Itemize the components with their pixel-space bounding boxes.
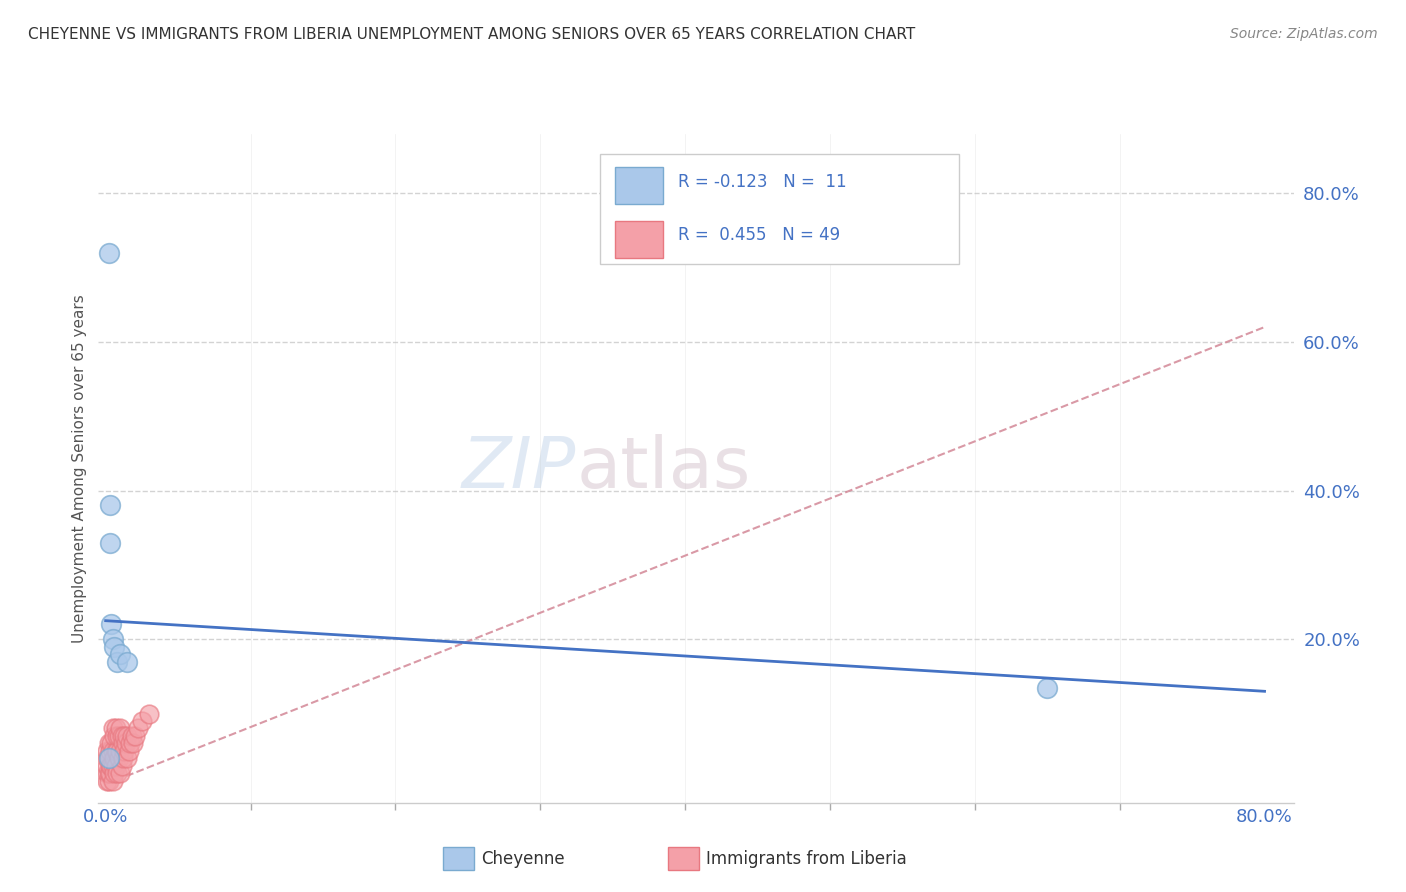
Point [97, 773, 120, 788]
Point [107, 729, 129, 743]
Point [96, 751, 118, 765]
Point [103, 640, 125, 654]
Text: atlas: atlas [576, 434, 751, 503]
Point [103, 729, 125, 743]
Point [96, 744, 118, 758]
Point [101, 758, 124, 772]
Point [114, 744, 136, 758]
Point [104, 722, 127, 736]
Point [101, 722, 124, 736]
Point [104, 758, 127, 772]
Text: Immigrants from Liberia: Immigrants from Liberia [706, 850, 907, 868]
Point [97, 751, 120, 765]
Point [100, 736, 122, 750]
Text: Cheyenne: Cheyenne [481, 850, 564, 868]
Point [107, 751, 129, 765]
Point [97, 766, 120, 780]
Point [121, 729, 143, 743]
Y-axis label: Unemployment Among Seniors over 65 years: Unemployment Among Seniors over 65 years [72, 294, 87, 642]
Point [108, 647, 131, 661]
Point [105, 655, 128, 669]
Point [108, 744, 131, 758]
Point [127, 722, 149, 736]
Point [110, 758, 132, 772]
Point [120, 736, 142, 750]
Point [103, 751, 125, 765]
Point [112, 751, 135, 765]
Text: Source: ZipAtlas.com: Source: ZipAtlas.com [1230, 27, 1378, 41]
Point [98, 758, 121, 772]
Point [131, 714, 153, 728]
Point [96, 766, 118, 780]
Point [108, 722, 131, 736]
Point [105, 729, 128, 743]
Point [117, 655, 139, 669]
Bar [614, 220, 662, 258]
Point [100, 617, 122, 632]
Point [101, 773, 124, 788]
Point [1036, 681, 1059, 695]
Point [100, 758, 122, 772]
Point [98, 499, 121, 513]
Point [117, 729, 139, 743]
Point [118, 744, 141, 758]
Point [105, 766, 128, 780]
Point [97, 736, 120, 750]
Point [117, 751, 139, 765]
Point [114, 729, 136, 743]
Point [112, 736, 135, 750]
Point [103, 766, 125, 780]
Bar [614, 168, 662, 204]
FancyBboxPatch shape [600, 154, 959, 264]
Text: ZIP: ZIP [463, 434, 576, 503]
Point [101, 632, 124, 647]
Point [98, 535, 121, 549]
Point [98, 766, 121, 780]
Point [96, 758, 118, 772]
Point [115, 736, 138, 750]
Point [138, 706, 160, 721]
Point [96, 773, 118, 788]
Text: CHEYENNE VS IMMIGRANTS FROM LIBERIA UNEMPLOYMENT AMONG SENIORS OVER 65 YEARS COR: CHEYENNE VS IMMIGRANTS FROM LIBERIA UNEM… [28, 27, 915, 42]
Point [124, 729, 146, 743]
Point [98, 744, 121, 758]
Text: R = -0.123   N =  11: R = -0.123 N = 11 [678, 173, 846, 191]
Point [108, 766, 131, 780]
Point [101, 744, 124, 758]
Point [97, 751, 120, 765]
Point [104, 744, 127, 758]
Point [105, 744, 128, 758]
Point [122, 736, 145, 750]
Point [97, 245, 120, 260]
Text: R =  0.455   N = 49: R = 0.455 N = 49 [678, 227, 841, 244]
Point [110, 729, 132, 743]
